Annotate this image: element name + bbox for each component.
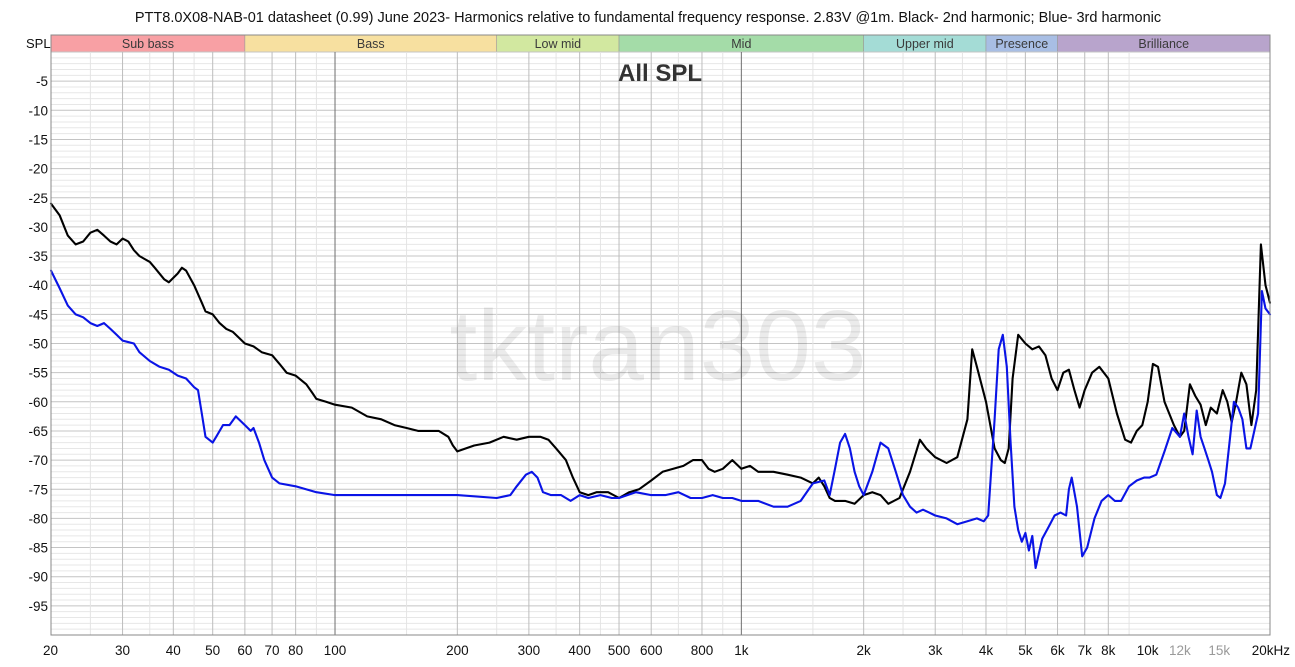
band-label-4: Upper mid	[896, 37, 954, 51]
plot-frame	[50, 34, 1271, 636]
band-label-6: Brilliance	[1138, 37, 1189, 51]
y-tick-label: -90	[28, 570, 48, 585]
x-tick-label: 20kHz	[1252, 643, 1291, 658]
x-tick-label: 6k	[1050, 643, 1065, 658]
watermark-text: tktran303	[450, 290, 867, 402]
x-tick-label: 4k	[979, 643, 994, 658]
x-tick-label: 12k	[1169, 643, 1191, 658]
x-tick-label: 10k	[1137, 643, 1159, 658]
x-tick-label: 15k	[1208, 643, 1230, 658]
band-label-0: Sub bass	[122, 37, 174, 51]
y-tick-label: -10	[28, 103, 48, 118]
x-tick-label: 200	[446, 643, 469, 658]
x-tick-labels: 20 30 40 50 60 70 80 100 200 300 400 500 600 800 1k 2k 3…	[43, 643, 1290, 658]
y-tick-label: -5	[36, 74, 48, 89]
x-tick-label: 5k	[1018, 643, 1033, 658]
y-tick-label: -60	[28, 395, 48, 410]
band-label-2: Low mid	[535, 37, 582, 51]
x-tick-label: 20	[43, 643, 58, 658]
x-tick-label: 30	[115, 643, 130, 658]
x-tick-label: 80	[288, 643, 303, 658]
x-tick-label: 3k	[928, 643, 943, 658]
x-tick-label: 800	[691, 643, 714, 658]
x-tick-label: 1k	[734, 643, 749, 658]
band-label-5: Presence	[995, 37, 1048, 51]
x-tick-label: 100	[324, 643, 347, 658]
y-tick-label: -80	[28, 511, 48, 526]
band-label-3: Mid	[731, 37, 751, 51]
y-tick-label: -55	[28, 366, 48, 381]
y-tick-label: -30	[28, 220, 48, 235]
x-tick-label: 7k	[1078, 643, 1093, 658]
y-tick-label: -70	[28, 453, 48, 468]
grid-lines	[50, 51, 1271, 636]
y-axis-label: SPL	[26, 36, 51, 51]
y-tick-label: -50	[28, 337, 48, 352]
band-label-1: Bass	[357, 37, 385, 51]
chart-title: PTT8.0X08-NAB-01 datasheet (0.99) June 2…	[135, 10, 1161, 26]
x-tick-label: 40	[166, 643, 181, 658]
y-tick-label: -15	[28, 132, 48, 147]
chart-subtitle: All SPL	[618, 60, 702, 87]
y-tick-labels: -5 -10 -15 -20 -25 -30 -35 -40 -45 -50 -55 -60 -65 -7…	[28, 74, 48, 614]
x-tick-label: 300	[518, 643, 541, 658]
y-tick-label: -25	[28, 191, 48, 206]
y-tick-label: -20	[28, 162, 48, 177]
series-line-0	[49, 202, 1272, 505]
series-line-1	[49, 269, 1272, 570]
x-tick-label: 70	[265, 643, 280, 658]
y-tick-label: -95	[28, 599, 48, 614]
x-tick-label: 8k	[1101, 643, 1116, 658]
frequency-band-strip: Sub bass Bass Low mid Mid Upper mid Presence B…	[50, 34, 1271, 53]
y-tick-label: -85	[28, 541, 48, 556]
x-tick-label: 500	[608, 643, 631, 658]
series-lines	[49, 202, 1272, 570]
x-tick-label: 400	[568, 643, 591, 658]
y-tick-label: -35	[28, 249, 48, 264]
x-tick-label: 600	[640, 643, 663, 658]
y-tick-label: -45	[28, 307, 48, 322]
x-tick-label: 2k	[857, 643, 872, 658]
y-tick-label: -40	[28, 278, 48, 293]
x-tick-label: 50	[205, 643, 220, 658]
y-tick-label: -75	[28, 482, 48, 497]
y-tick-label: -65	[28, 424, 48, 439]
x-tick-label: 60	[237, 643, 252, 658]
